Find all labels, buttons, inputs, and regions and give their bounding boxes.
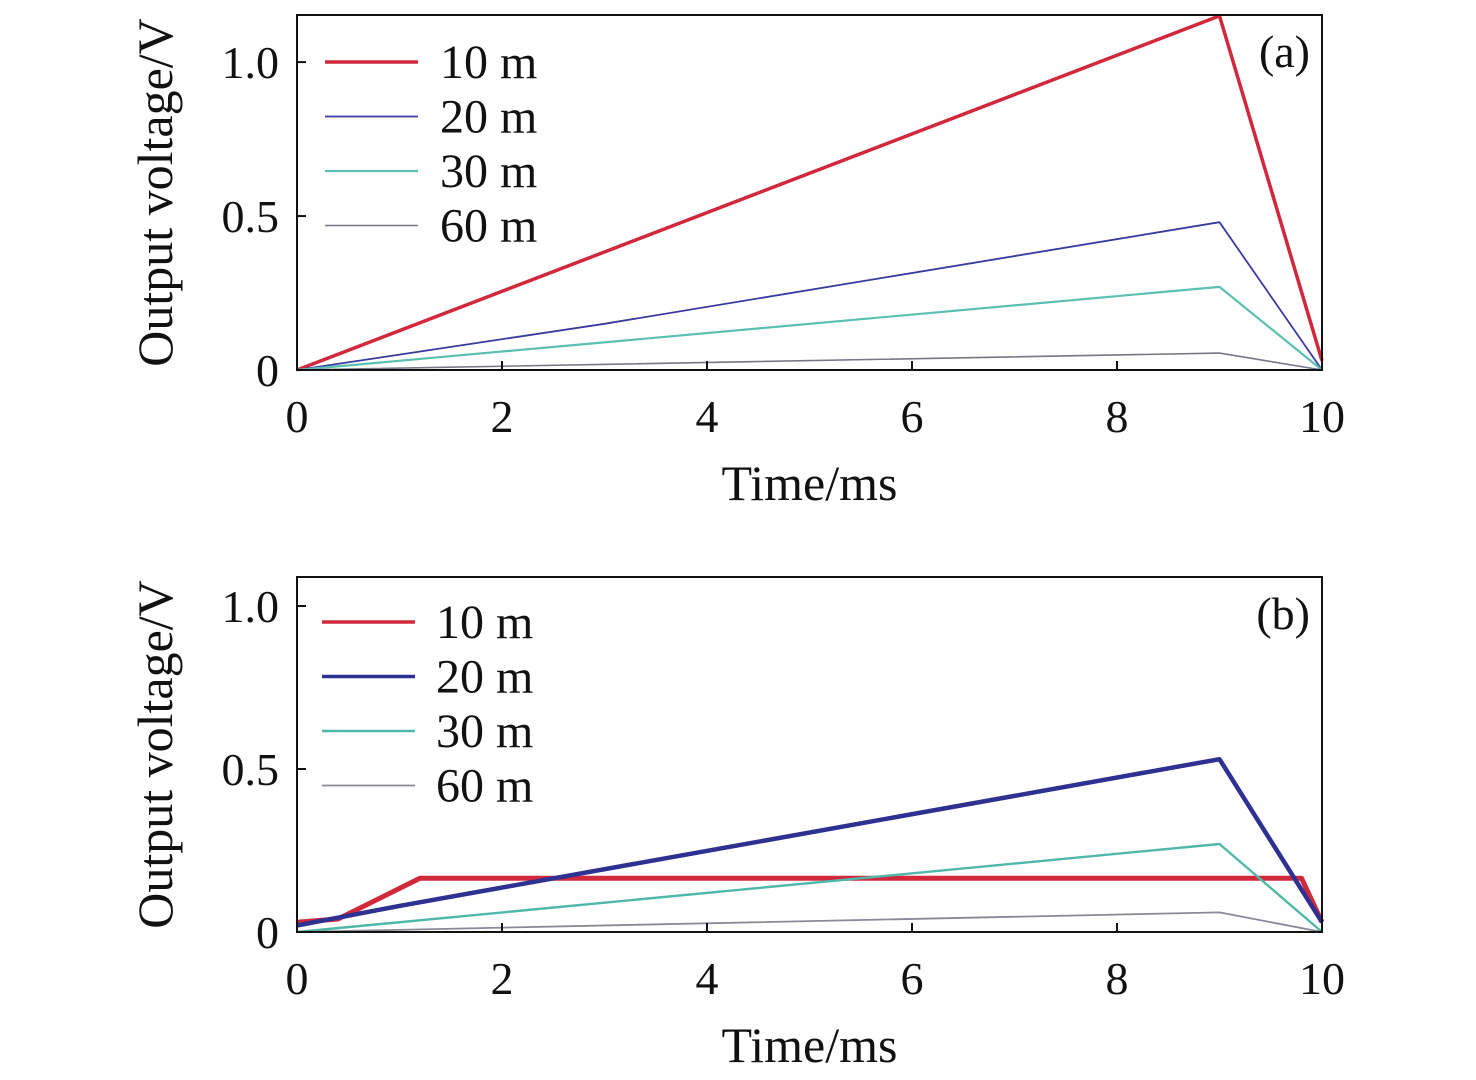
- y-axis-label: Output voltage/V: [127, 18, 183, 367]
- legend-label: 20 m: [440, 91, 537, 144]
- x-tick-label: 10: [1299, 953, 1345, 1004]
- x-tick-label: 0: [286, 953, 309, 1004]
- legend-label: 60 m: [436, 760, 533, 813]
- series-line-60m: [296, 911, 1323, 933]
- panel-a: 0 2 4 6 8 10 0 0.5 1.0 Time/ms Output voltage/V (a)…: [127, 14, 1345, 511]
- series-line-20m: [296, 221, 1323, 371]
- legend-label: 10 m: [436, 596, 533, 649]
- y-tick-label: 0.5: [222, 744, 280, 795]
- x-tick-label: 2: [491, 953, 514, 1004]
- y-tick-label: 0.5: [222, 191, 280, 242]
- x-tick-label: 8: [1106, 391, 1129, 442]
- panel-b: 0 2 4 6 8 10 0 0.5 1.0 Time/ms Output voltage/V (b)…: [127, 576, 1345, 1073]
- plot-frame: [296, 14, 1323, 371]
- x-tick-label: 0: [286, 391, 309, 442]
- legend-label: 60 m: [440, 200, 537, 253]
- x-tick-label: 2: [491, 391, 514, 442]
- x-axis-label: Time/ms: [721, 1017, 897, 1073]
- x-tick-label: 10: [1299, 391, 1345, 442]
- x-tick-label: 6: [901, 953, 924, 1004]
- series-line-60m: [296, 352, 1323, 371]
- x-tick-label: 4: [696, 953, 719, 1004]
- y-axis-label: Output voltage/V: [127, 580, 183, 929]
- legend-label: 30 m: [436, 705, 533, 758]
- panel-label: (a): [1259, 26, 1310, 77]
- legend-label: 30 m: [440, 145, 537, 198]
- y-tick-label: 0: [256, 907, 279, 958]
- series-line-10m: [296, 875, 1325, 925]
- x-tick-label: 4: [696, 391, 719, 442]
- legend-label: 10 m: [440, 36, 537, 89]
- x-tick-label: 6: [901, 391, 924, 442]
- panel-label: (b): [1256, 588, 1310, 639]
- legend-label: 20 m: [436, 651, 533, 704]
- x-tick-label: 8: [1106, 953, 1129, 1004]
- series-line-30m: [296, 285, 1323, 372]
- y-tick-label: 1.0: [222, 581, 280, 632]
- series-line-30m: [296, 842, 1323, 934]
- plot-frame: [296, 576, 1323, 933]
- x-axis-label: Time/ms: [721, 455, 897, 511]
- y-tick-label: 0: [256, 345, 279, 396]
- series-line-20m: [296, 756, 1324, 928]
- y-tick-label: 1.0: [222, 37, 280, 88]
